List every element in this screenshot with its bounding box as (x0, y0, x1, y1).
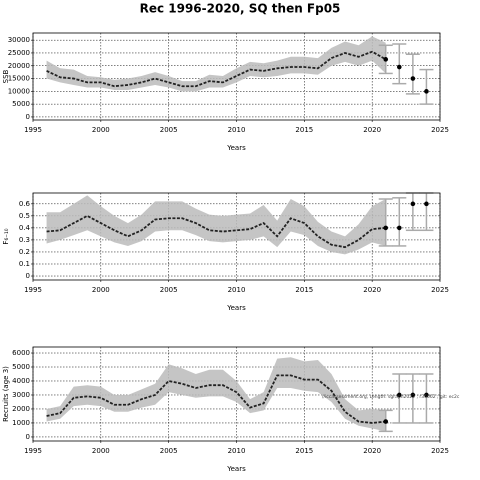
y-tick-label: 2000 (12, 405, 30, 413)
plot-frame (32, 32, 441, 121)
y-tick-label: 0.6 (19, 200, 31, 208)
x-tick-label: 2015 (295, 286, 313, 294)
projection-point (410, 201, 416, 207)
y-tick-label: 5000 (12, 100, 30, 108)
y-tick-label: 0.1 (19, 260, 30, 268)
y-tick-label: 0.2 (19, 248, 30, 256)
projection-point (424, 89, 429, 94)
projection-point (397, 225, 402, 231)
y-tick-label: 15000 (8, 75, 30, 83)
annotation: //iccassessment.org, Length: sgraph2022 … (322, 394, 460, 400)
projection-point (410, 392, 416, 398)
x-tick-label: 1995 (24, 286, 42, 294)
y-tick-label: 0 (26, 113, 30, 121)
y-tick-label: 5000 (12, 363, 30, 371)
x-tick-label: 2020 (363, 286, 381, 294)
x-tick-label: 2000 (92, 126, 110, 134)
x-tick-label: 2000 (92, 286, 110, 294)
y-tick-label: 3000 (12, 391, 30, 399)
y-tick-label: 0.4 (19, 224, 31, 232)
y-tick-label: 4000 (12, 377, 30, 385)
x-tick-label: 1995 (24, 447, 42, 455)
confidence-band (46, 195, 386, 255)
confidence-band (46, 36, 386, 92)
x-tick-label: 2005 (160, 126, 178, 134)
y-tick-label: 20000 (8, 62, 30, 70)
estimate-line (46, 214, 386, 249)
y-tick-label: 10000 (8, 87, 30, 95)
confidence-band (46, 357, 386, 432)
plot-frame (32, 192, 441, 281)
x-tick-label: 2025 (431, 126, 449, 134)
x-tick-label: 2015 (295, 126, 313, 134)
y-tick-label: 0 (26, 272, 30, 280)
y-tick-label: 30000 (8, 36, 30, 44)
projection-point (383, 419, 389, 424)
x-tick-label: 1995 (24, 126, 42, 134)
x-tick-label: 2010 (228, 286, 246, 294)
estimate-line (46, 374, 386, 424)
y-tick-label: 0.3 (19, 236, 30, 244)
x-tick-label: 2005 (160, 447, 178, 455)
projection-point (397, 64, 402, 70)
x-axis-label: Years (226, 465, 246, 473)
plot-frame (32, 346, 441, 442)
x-tick-label: 2010 (228, 447, 246, 455)
projection-point (383, 225, 389, 231)
x-tick-label: 2025 (431, 447, 449, 455)
x-axis-label: Years (226, 144, 246, 152)
x-tick-label: 2020 (363, 447, 381, 455)
x-tick-label: 2010 (228, 126, 246, 134)
x-axis-label: Years (226, 304, 246, 312)
projection-point (410, 76, 416, 81)
projection-point (424, 201, 429, 207)
figure-title: Rec 1996-2020, SQ then Fp05 (140, 2, 341, 16)
x-tick-label: 2015 (295, 447, 313, 455)
y-tick-label: 6000 (12, 349, 30, 357)
x-tick-label: 2025 (431, 286, 449, 294)
x-tick-label: 2020 (363, 126, 381, 134)
estimate-line (46, 50, 387, 88)
x-tick-label: 2000 (92, 447, 110, 455)
y-axis-label: F₆₋₁₀ (2, 228, 10, 244)
y-tick-label: 0.5 (19, 212, 30, 220)
projection-point (397, 392, 402, 398)
y-axis-label: SSB (2, 69, 10, 83)
y-axis-label: Recruits (age 3) (2, 366, 10, 422)
projection-point (424, 392, 429, 398)
y-tick-label: 25000 (8, 49, 30, 57)
y-tick-label: 0 (26, 433, 30, 441)
y-tick-label: 1000 (12, 419, 30, 427)
x-tick-label: 2005 (160, 286, 178, 294)
projection-point (383, 57, 389, 62)
